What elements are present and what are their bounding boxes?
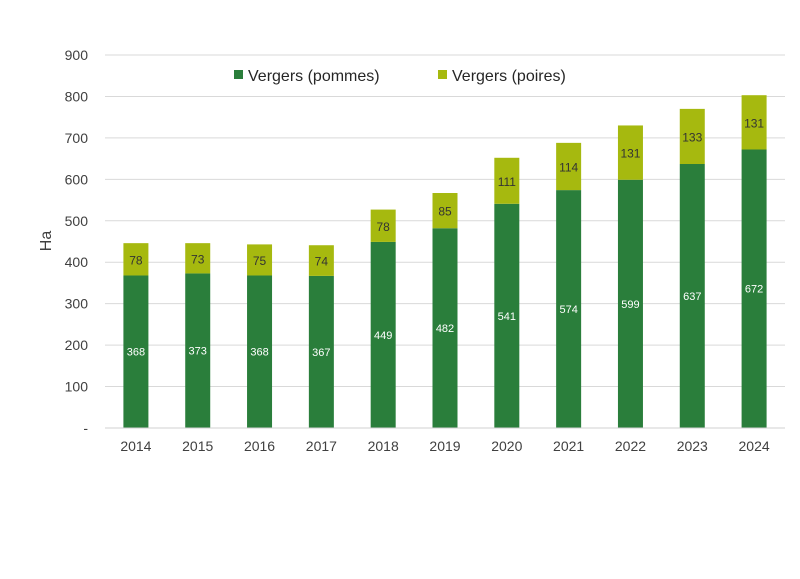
bar-pommes-2018 bbox=[370, 241, 396, 428]
bar-poires-2019 bbox=[432, 193, 458, 229]
x-tick-label: 2019 bbox=[429, 438, 460, 454]
data-label-poires: 111 bbox=[498, 175, 517, 189]
x-tick-label: 2017 bbox=[306, 438, 337, 454]
legend-swatch-pommes bbox=[234, 70, 243, 79]
data-label-pommes: 368 bbox=[127, 347, 145, 359]
x-tick-label: 2015 bbox=[182, 438, 213, 454]
bar-poires-2017 bbox=[308, 245, 334, 276]
data-label-pommes: 482 bbox=[436, 323, 454, 335]
bar-poires-2015 bbox=[185, 243, 211, 274]
bar-pommes-2022 bbox=[617, 179, 643, 428]
bar-poires-2020 bbox=[494, 157, 520, 204]
data-label-poires: 85 bbox=[438, 205, 452, 219]
y-tick-label: 800 bbox=[65, 88, 89, 104]
bar-pommes-2019 bbox=[432, 228, 458, 428]
x-axis-ticks: 2014 2015 2016 2017 2018 2019 2020 2021 2022 2023… bbox=[120, 438, 770, 454]
y-tick-label: 900 bbox=[65, 47, 89, 63]
y-axis-label: Ha bbox=[38, 231, 55, 252]
y-tick-label: 400 bbox=[65, 254, 89, 270]
data-label-poires: 78 bbox=[377, 220, 391, 234]
legend: Vergers (pommes) Vergers (poires) bbox=[234, 68, 566, 85]
bar-poires-2014 bbox=[123, 243, 149, 276]
bar-poires-2023 bbox=[679, 108, 705, 164]
data-label-pommes: 599 bbox=[621, 299, 639, 311]
x-tick-label: 2020 bbox=[491, 438, 522, 454]
data-label-pommes: 672 bbox=[745, 284, 763, 296]
bar-poires-2018 bbox=[370, 209, 396, 242]
bar-pommes-2017 bbox=[308, 275, 334, 428]
x-tick-label: 2016 bbox=[244, 438, 275, 454]
bar-pommes-2020 bbox=[494, 203, 520, 428]
y-tick-label: 100 bbox=[65, 379, 89, 395]
data-label-poires: 131 bbox=[620, 147, 640, 161]
bar-poires-2022 bbox=[617, 125, 643, 180]
bar-poires-2021 bbox=[556, 142, 582, 191]
data-label-pommes: 368 bbox=[250, 347, 268, 359]
y-tick-label: - bbox=[83, 420, 88, 436]
data-label-pommes: 637 bbox=[683, 291, 701, 303]
legend-label-pommes: Vergers (pommes) bbox=[248, 68, 380, 85]
bar-pommes-2015 bbox=[185, 273, 211, 428]
bars: 368 78 373 73 368 75 367 74 449 78 482 85 541 111 574 1… bbox=[123, 95, 767, 428]
legend-swatch-poires bbox=[438, 70, 447, 79]
data-label-poires: 73 bbox=[191, 252, 205, 266]
y-tick-label: 200 bbox=[65, 337, 89, 353]
data-label-poires: 114 bbox=[559, 160, 578, 174]
data-label-pommes: 367 bbox=[312, 347, 330, 359]
data-label-poires: 78 bbox=[129, 253, 143, 267]
data-label-pommes: 574 bbox=[559, 304, 577, 316]
data-label-pommes: 373 bbox=[189, 346, 207, 358]
legend-label-poires: Vergers (poires) bbox=[452, 68, 566, 85]
bar-pommes-2023 bbox=[679, 163, 705, 428]
bar-pommes-2014 bbox=[123, 275, 149, 428]
y-tick-label: 600 bbox=[65, 171, 89, 187]
data-label-poires: 74 bbox=[315, 255, 329, 269]
x-tick-label: 2014 bbox=[120, 438, 151, 454]
y-tick-label: 300 bbox=[65, 296, 89, 312]
data-label-poires: 131 bbox=[744, 116, 764, 130]
bar-pommes-2016 bbox=[247, 275, 273, 428]
data-label-poires: 133 bbox=[682, 130, 702, 144]
data-label-poires: 75 bbox=[253, 254, 267, 268]
y-tick-label: 700 bbox=[65, 130, 89, 146]
x-tick-label: 2023 bbox=[677, 438, 708, 454]
x-tick-label: 2018 bbox=[368, 438, 399, 454]
bar-poires-2016 bbox=[247, 244, 273, 276]
bar-pommes-2024 bbox=[741, 149, 767, 428]
data-label-pommes: 541 bbox=[498, 311, 516, 323]
y-axis-ticks: - 100 200 300 400 500 600 700 800 900 bbox=[65, 47, 89, 436]
y-tick-label: 500 bbox=[65, 213, 89, 229]
bar-pommes-2021 bbox=[556, 190, 582, 428]
x-tick-label: 2024 bbox=[739, 438, 770, 454]
x-tick-label: 2021 bbox=[553, 438, 584, 454]
x-tick-label: 2022 bbox=[615, 438, 646, 454]
bar-poires-2024 bbox=[741, 95, 767, 150]
data-label-pommes: 449 bbox=[374, 330, 392, 342]
